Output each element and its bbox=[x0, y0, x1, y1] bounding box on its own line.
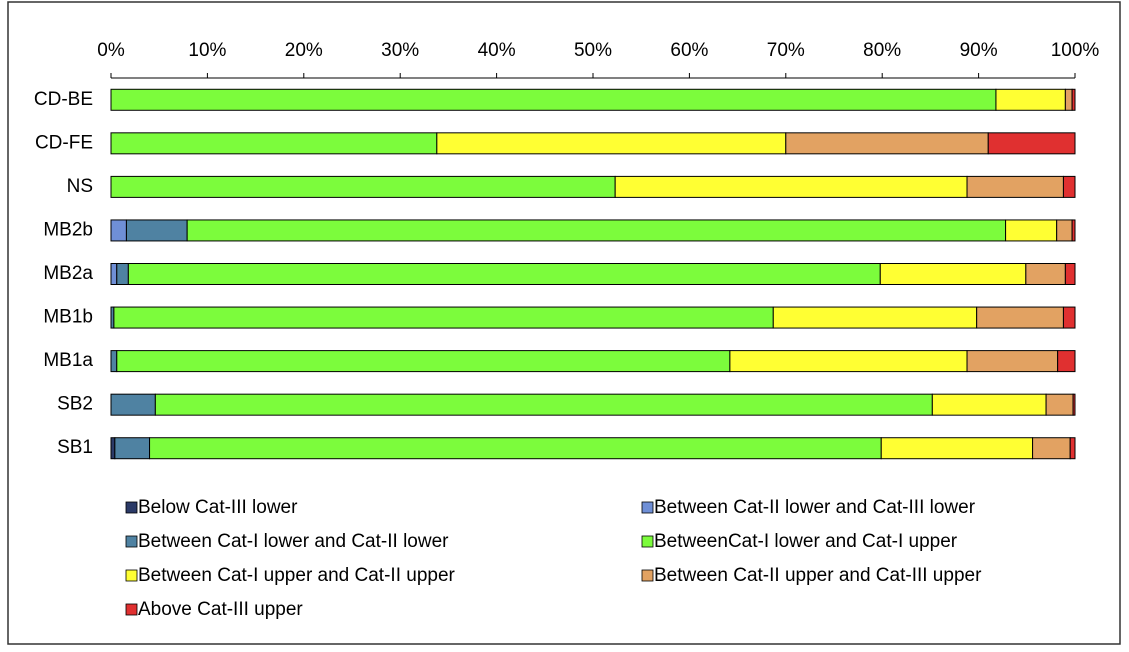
legend-swatch bbox=[641, 569, 654, 582]
bar-segment bbox=[931, 393, 1047, 416]
legend-label: Below Cat-III lower bbox=[138, 497, 298, 518]
x-tick-label: 50% bbox=[574, 40, 612, 61]
bar-segment bbox=[436, 132, 787, 155]
bar-segment bbox=[1025, 263, 1066, 285]
bar-segment bbox=[110, 393, 156, 416]
bar-segment bbox=[879, 263, 1027, 285]
bar-segment bbox=[110, 437, 116, 460]
frame bbox=[7, 1, 1121, 645]
legend-label: BetweenCat-I lower and Cat-I upper bbox=[654, 531, 958, 552]
x-tick-label: 80% bbox=[863, 40, 901, 61]
x-tick-label: 40% bbox=[478, 40, 516, 61]
legend-label: Between Cat-II lower and Cat-III lower bbox=[654, 497, 976, 518]
y-tick-label: MB2b bbox=[43, 219, 93, 240]
bar-segment bbox=[1072, 393, 1076, 416]
bar-segment bbox=[110, 88, 997, 111]
y-tick-label: CD-BE bbox=[34, 89, 93, 110]
x-tick-label: 0% bbox=[97, 40, 125, 61]
x-tick-label: 10% bbox=[188, 40, 226, 61]
bar-segment bbox=[1056, 219, 1073, 242]
bar-segment bbox=[110, 132, 438, 155]
bar-segment bbox=[1032, 437, 1071, 460]
y-tick-label: MB1b bbox=[43, 307, 93, 328]
bar-segment bbox=[976, 306, 1064, 329]
x-tick-label: 30% bbox=[381, 40, 419, 61]
bar-segment bbox=[966, 175, 1064, 198]
bar-segment bbox=[116, 263, 129, 285]
bar-segment bbox=[1069, 437, 1076, 460]
legend-label: Between Cat-I upper and Cat-II upper bbox=[138, 565, 456, 586]
x-tick-label: 70% bbox=[767, 40, 805, 61]
bar-segment bbox=[729, 350, 968, 373]
y-tick-label: SB1 bbox=[57, 437, 93, 458]
x-tick-label: 60% bbox=[670, 40, 708, 61]
bar-segment bbox=[110, 263, 118, 285]
x-tick-label: 90% bbox=[960, 40, 998, 61]
y-tick-label: MB1a bbox=[43, 350, 93, 371]
bar-segment bbox=[186, 219, 1007, 242]
legend-label: Between Cat-I lower and Cat-II lower bbox=[138, 531, 449, 552]
y-tick-label: SB2 bbox=[57, 394, 93, 415]
legend-swatch bbox=[125, 501, 138, 514]
bar-segment bbox=[1062, 175, 1076, 198]
bar-segment bbox=[880, 437, 1034, 460]
bar-segment bbox=[785, 132, 989, 155]
bar-segment bbox=[1005, 219, 1058, 242]
bar-segment bbox=[125, 219, 188, 242]
bar-segment bbox=[1062, 306, 1076, 329]
legend-swatch bbox=[641, 535, 654, 548]
legend-swatch bbox=[641, 501, 654, 514]
bar-segment bbox=[113, 306, 774, 329]
bar-segment bbox=[116, 350, 731, 373]
bar-segment bbox=[1057, 350, 1076, 373]
bar-segment bbox=[614, 175, 968, 198]
bar-segment bbox=[995, 88, 1066, 111]
legend-label: Between Cat-II upper and Cat-III upper bbox=[654, 565, 982, 586]
bar-segment bbox=[110, 350, 118, 373]
bar-segment bbox=[987, 132, 1076, 155]
bar-segment bbox=[149, 437, 882, 460]
legend-label: Above Cat-III upper bbox=[138, 599, 303, 620]
bar-segment bbox=[110, 175, 616, 198]
bar-segment bbox=[1064, 88, 1073, 111]
y-tick-label: MB2a bbox=[43, 263, 93, 284]
bar-segment bbox=[966, 350, 1059, 373]
y-tick-label: NS bbox=[67, 176, 93, 197]
bar-segment bbox=[114, 437, 151, 460]
x-tick-label: 20% bbox=[285, 40, 323, 61]
bar-segment bbox=[1045, 393, 1074, 416]
bar-segment bbox=[127, 263, 881, 285]
legend-swatch bbox=[125, 603, 138, 616]
bar-segment bbox=[154, 393, 933, 416]
bar-segment bbox=[1064, 263, 1076, 285]
bar-segment bbox=[772, 306, 978, 329]
y-tick-label: CD-FE bbox=[35, 132, 93, 153]
bar-segment bbox=[110, 219, 127, 242]
bar-segment bbox=[1071, 88, 1076, 111]
legend-swatch bbox=[125, 535, 138, 548]
bar-segment bbox=[1071, 219, 1076, 242]
legend-swatch bbox=[125, 569, 138, 582]
x-tick-label: 100% bbox=[1051, 40, 1100, 61]
